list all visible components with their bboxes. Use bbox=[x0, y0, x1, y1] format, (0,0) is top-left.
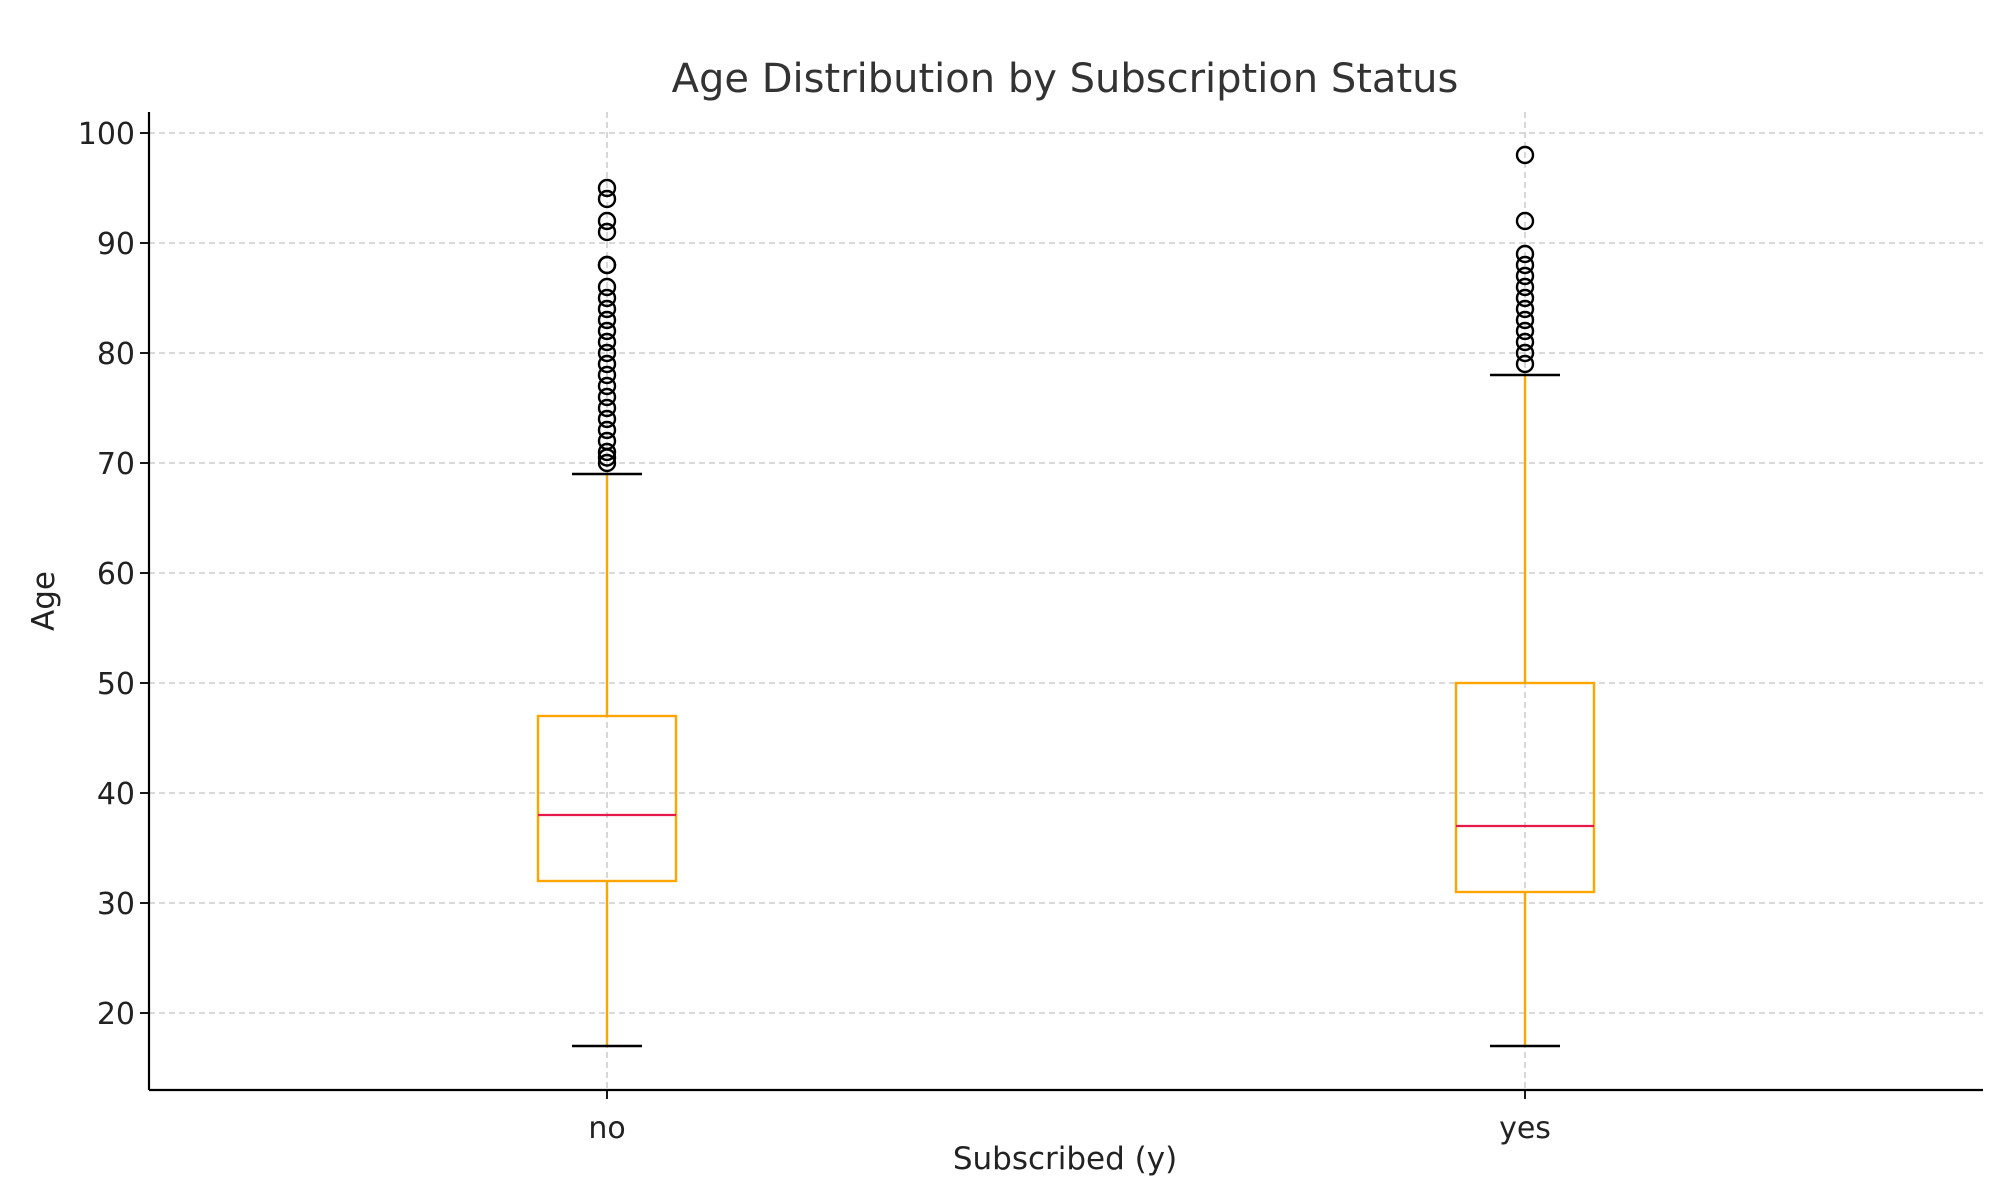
outlier-yes-0 bbox=[1515, 354, 1535, 374]
y-tick-label-20: 20 bbox=[97, 997, 135, 1032]
iqr-box-yes bbox=[1454, 681, 1596, 894]
outlier-no-10 bbox=[597, 354, 617, 374]
y-axis-label: Age bbox=[26, 571, 62, 631]
outlier-no-23 bbox=[597, 178, 617, 198]
chart-title: Age Distribution by Subscription Status bbox=[672, 56, 1459, 102]
outlier-no-14 bbox=[597, 310, 617, 330]
outlier-no-16 bbox=[597, 288, 617, 308]
box-yes bbox=[1454, 145, 1596, 1048]
axes bbox=[147, 112, 1983, 1092]
outlier-no-5 bbox=[597, 409, 617, 429]
x-tick-label-yes: yes bbox=[1499, 1111, 1551, 1146]
outlier-yes-7 bbox=[1515, 277, 1535, 297]
ticks: 20 30 40 50 60 70 80 90 100 no yes bbox=[78, 117, 1551, 1146]
outlier-no-3 bbox=[597, 431, 617, 451]
outlier-yes-10 bbox=[1515, 244, 1535, 264]
outlier-yes-2 bbox=[1515, 332, 1535, 352]
y-tick-label-80: 80 bbox=[97, 337, 135, 372]
outlier-yes-4 bbox=[1515, 310, 1535, 330]
y-tick-label-70: 70 bbox=[97, 447, 135, 482]
y-tick-label-30: 30 bbox=[97, 887, 135, 922]
outlier-no-6 bbox=[597, 398, 617, 418]
outlier-no-8 bbox=[597, 376, 617, 396]
x-axis-label: Subscribed (y) bbox=[953, 1141, 1177, 1177]
outlier-no-15 bbox=[597, 299, 617, 319]
outlier-no-19 bbox=[597, 255, 617, 275]
outlier-yes-11 bbox=[1515, 211, 1535, 231]
y-tick-label-50: 50 bbox=[97, 667, 135, 702]
outlier-yes-6 bbox=[1515, 288, 1535, 308]
x-tick-label-no: no bbox=[588, 1111, 625, 1146]
outlier-no-11 bbox=[597, 343, 617, 363]
y-tick-label-90: 90 bbox=[97, 227, 135, 262]
box-no bbox=[536, 178, 678, 1048]
outlier-yes-5 bbox=[1515, 299, 1535, 319]
outlier-yes-1 bbox=[1515, 343, 1535, 363]
iqr-box-no bbox=[536, 714, 678, 883]
y-tick-label-100: 100 bbox=[78, 117, 135, 152]
outlier-no-20 bbox=[597, 222, 617, 242]
outlier-no-22 bbox=[597, 189, 617, 209]
outlier-yes-3 bbox=[1515, 321, 1535, 341]
outlier-no-12 bbox=[597, 332, 617, 352]
outlier-no-7 bbox=[597, 387, 617, 407]
box-layer bbox=[536, 145, 1596, 1048]
outlier-no-21 bbox=[597, 211, 617, 231]
y-tick-label-60: 60 bbox=[97, 557, 135, 592]
outlier-no-0 bbox=[597, 453, 617, 473]
y-tick-label-40: 40 bbox=[97, 777, 135, 812]
outlier-yes-8 bbox=[1515, 266, 1535, 286]
outlier-no-17 bbox=[597, 277, 617, 297]
outlier-yes-9 bbox=[1515, 255, 1535, 275]
outlier-no-4 bbox=[597, 420, 617, 440]
outlier-no-2 bbox=[597, 442, 617, 462]
grid-lines bbox=[149, 112, 1983, 1090]
outlier-no-13 bbox=[597, 321, 617, 341]
outlier-no-9 bbox=[597, 365, 617, 385]
outlier-yes-12 bbox=[1515, 145, 1535, 165]
